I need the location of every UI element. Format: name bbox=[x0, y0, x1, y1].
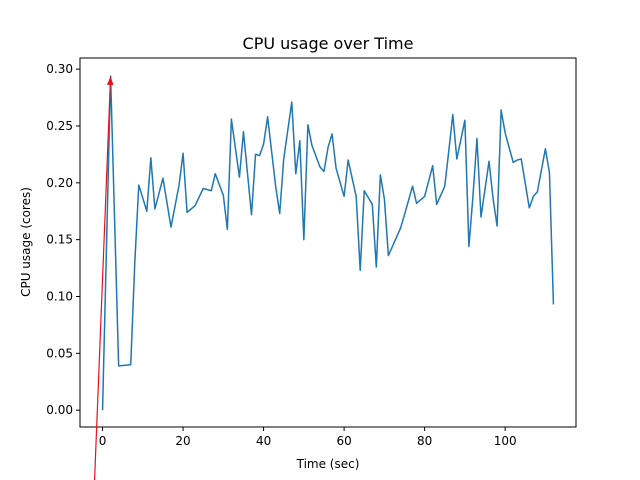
series-line-cpu-usage bbox=[101, 75, 555, 411]
y-tick-label: 0.25 bbox=[46, 119, 73, 133]
annotation-arrow-shaft bbox=[93, 84, 111, 480]
chart-title: CPU usage over Time bbox=[243, 34, 414, 53]
y-axis-label: CPU usage (cores) bbox=[19, 187, 33, 297]
x-axis: 0 20 40 60 80 100 bbox=[99, 427, 517, 448]
y-tick-label: 0.05 bbox=[46, 346, 73, 360]
plot-area bbox=[79, 57, 577, 428]
y-tick-label: 0.15 bbox=[46, 233, 73, 247]
x-axis-label: Time (sec) bbox=[296, 457, 360, 471]
annotation-arrow-head bbox=[107, 75, 114, 86]
x-tick-label: 20 bbox=[175, 434, 190, 448]
y-tick-label: 0.10 bbox=[46, 289, 73, 303]
annotation-layer bbox=[93, 75, 114, 480]
x-tick-label: 100 bbox=[494, 434, 517, 448]
y-tick-label: 0.30 bbox=[46, 62, 73, 76]
plot-frame bbox=[79, 57, 577, 428]
x-tick-label: 80 bbox=[417, 434, 432, 448]
y-tick-label: 0.20 bbox=[46, 176, 73, 190]
y-tick-label: 0.00 bbox=[46, 403, 73, 417]
series-layer bbox=[101, 75, 555, 411]
y-axis: 0.00 0.05 0.10 0.15 0.20 0.25 0.30 bbox=[46, 62, 80, 417]
x-tick-label: 0 bbox=[99, 434, 107, 448]
x-tick-label: 60 bbox=[336, 434, 351, 448]
x-tick-label: 40 bbox=[256, 434, 271, 448]
